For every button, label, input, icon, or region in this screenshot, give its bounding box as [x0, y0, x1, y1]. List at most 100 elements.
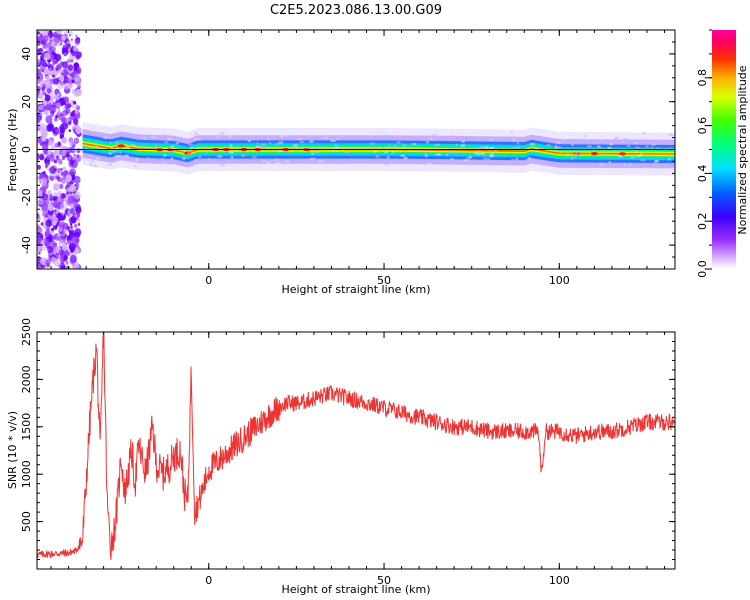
band-speck: [630, 156, 636, 159]
band-speck: [332, 149, 335, 153]
band-speck: [601, 154, 604, 157]
noise-speck: [60, 168, 63, 171]
noise-speck: [61, 35, 66, 41]
noise-speck: [58, 115, 63, 121]
band-speck: [143, 137, 146, 140]
noise-speck: [37, 164, 41, 170]
noise-speck: [67, 120, 72, 126]
signal-peak: [590, 152, 598, 156]
noise-speck: [63, 197, 67, 202]
band-speck: [285, 134, 289, 137]
noise-speck: [52, 243, 55, 247]
band-speck: [396, 141, 401, 144]
band-speck: [181, 157, 186, 160]
y-tick-label: 2500: [20, 318, 33, 346]
noise-speck: [67, 239, 72, 245]
band-speck: [318, 160, 324, 163]
noise-speck: [50, 156, 55, 162]
spectrogram-image: [37, 30, 675, 269]
noise-speck: [73, 100, 77, 105]
band-speck: [412, 142, 417, 146]
band-speck: [578, 151, 582, 154]
band-speck: [194, 158, 198, 162]
band-speck: [309, 140, 314, 143]
noise-speck: [40, 58, 47, 67]
band-speck: [434, 143, 440, 147]
x-tick-label: 100: [549, 574, 570, 587]
band-speck: [107, 163, 112, 166]
noise-speck: [43, 52, 51, 61]
band-speck: [274, 158, 280, 161]
snr-ticks: 0 50 100 500 1000 1500 2000 2500: [20, 318, 675, 587]
band-speck: [95, 145, 99, 148]
band-speck: [280, 135, 284, 138]
noise-speck: [44, 94, 51, 102]
band-speck: [563, 137, 566, 141]
noise-speck: [52, 126, 60, 135]
band-speck: [612, 150, 618, 153]
noise-speck: [53, 35, 60, 44]
noise-speck: [68, 100, 73, 104]
noise-speck: [71, 256, 75, 260]
band-speck: [614, 138, 619, 142]
band-speck: [216, 136, 219, 139]
noise-speck: [47, 234, 54, 243]
noise-speck: [41, 203, 48, 212]
band-speck: [255, 145, 261, 149]
band-speck: [175, 141, 179, 145]
band-speck: [573, 154, 577, 157]
colorbar-tick-label: 0.8: [696, 69, 709, 87]
band-speck: [370, 142, 375, 145]
noise-speck: [46, 227, 51, 232]
noise-speck: [58, 249, 62, 253]
band-speck: [622, 138, 629, 141]
noise-speck: [60, 42, 63, 45]
colorbar-gradient: [712, 30, 736, 269]
band-speck: [545, 144, 552, 147]
band-speck: [484, 146, 489, 149]
noise-speck: [39, 154, 45, 161]
noise-speck: [49, 106, 54, 111]
noise-speck: [65, 174, 72, 183]
y-tick-label: 1500: [20, 413, 33, 441]
band-speck: [424, 154, 428, 158]
band-speck: [420, 159, 424, 163]
noise-speck: [68, 34, 71, 37]
noise-speck: [66, 185, 69, 188]
noise-speck: [62, 166, 67, 171]
band-speck: [574, 152, 578, 156]
band-speck: [330, 139, 336, 143]
band-speck: [609, 133, 614, 136]
noise-speck: [47, 204, 54, 212]
snr-frame: [36, 331, 676, 570]
band-speck: [207, 157, 212, 161]
band-speck: [114, 141, 120, 144]
band-speck: [388, 144, 391, 147]
noise-speck: [68, 125, 71, 128]
band-speck: [475, 138, 479, 141]
band-speck: [559, 146, 562, 149]
noise-speck: [73, 118, 79, 125]
band-speck: [125, 146, 130, 149]
band-speck: [426, 162, 432, 166]
band-speck: [170, 157, 174, 160]
noise-speck: [74, 203, 81, 212]
noise-speck: [66, 102, 71, 109]
band-speck: [489, 146, 495, 150]
band-speck: [531, 149, 535, 153]
band-speck: [487, 158, 491, 161]
band-speck: [256, 142, 259, 145]
band-speck: [78, 142, 83, 146]
noise-speck: [70, 226, 73, 230]
noise-speck: [77, 223, 81, 226]
noise-speck: [68, 141, 74, 147]
band-speck: [251, 156, 258, 159]
noise-speck: [52, 74, 55, 78]
band-speck: [597, 137, 604, 141]
noise-speck: [52, 115, 55, 118]
band-speck: [587, 162, 592, 166]
band-speck: [216, 155, 223, 158]
noise-speck: [69, 184, 77, 193]
noise-speck: [73, 204, 77, 209]
band-speck: [510, 131, 513, 134]
